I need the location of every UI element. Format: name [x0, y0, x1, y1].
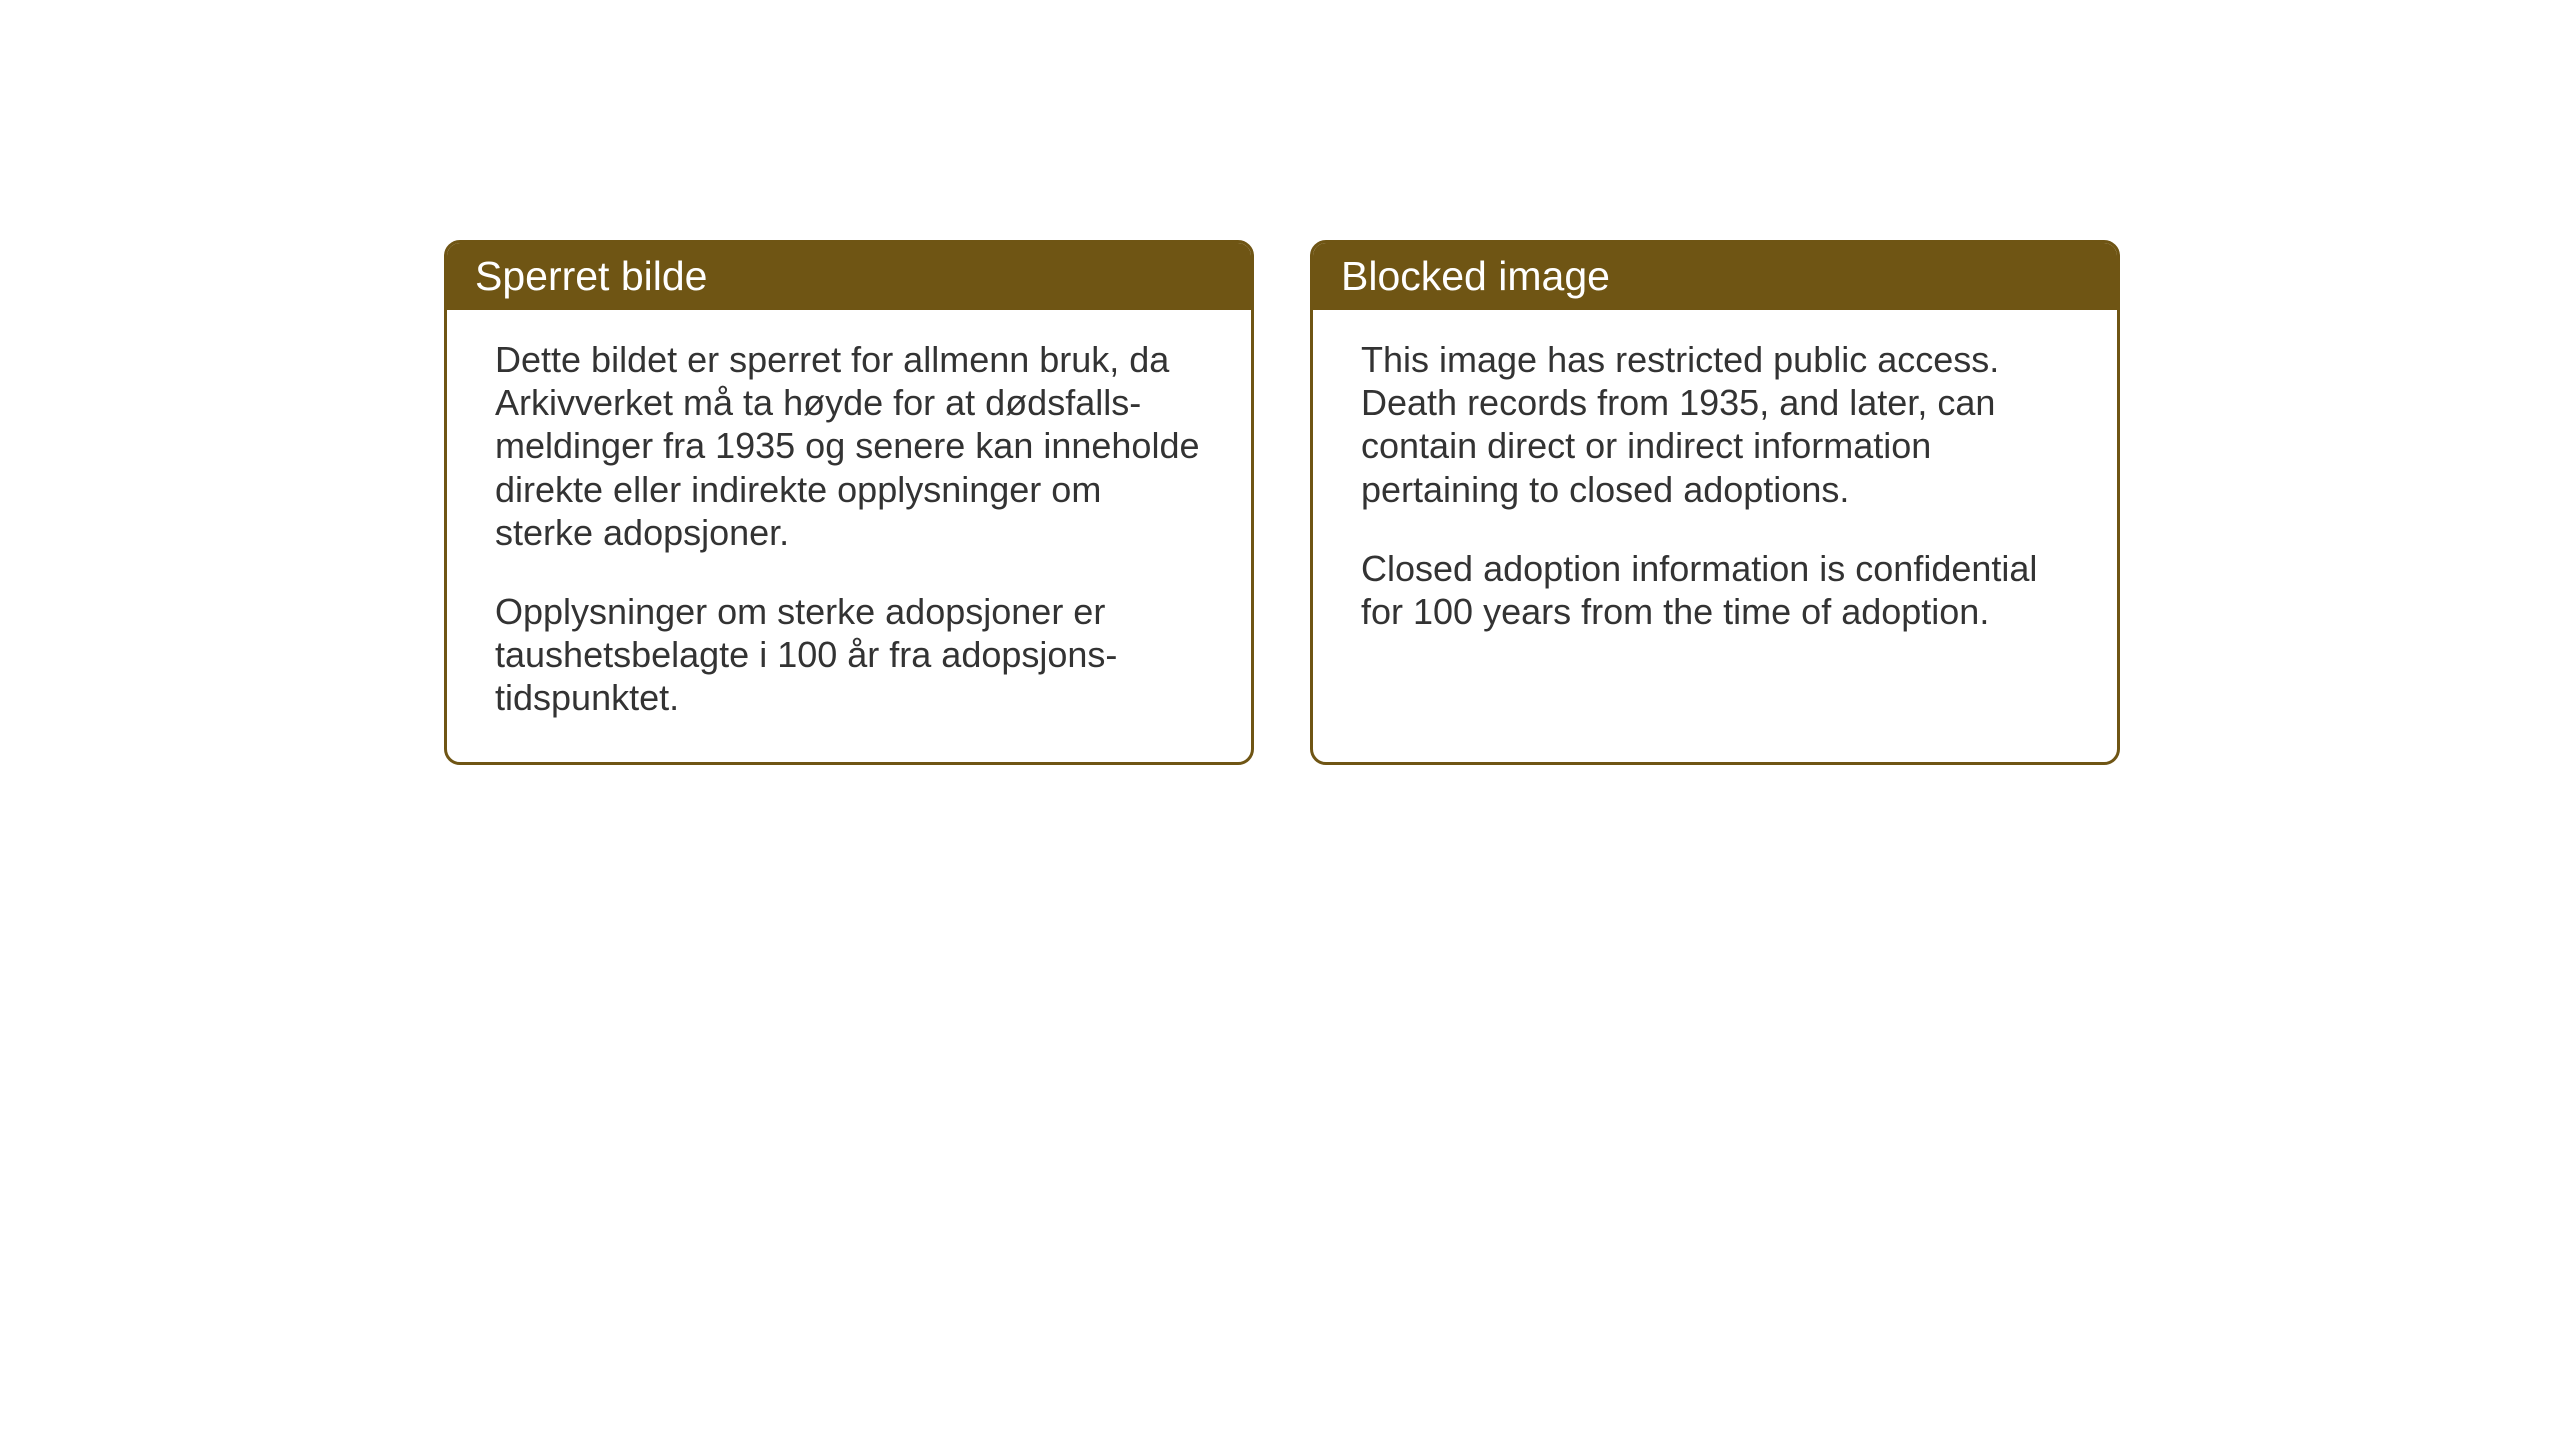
card-paragraph: This image has restricted public access.… [1361, 338, 2069, 511]
card-title-norwegian: Sperret bilde [475, 253, 707, 299]
card-body-english: This image has restricted public access.… [1313, 310, 2117, 675]
card-title-english: Blocked image [1341, 253, 1610, 299]
card-english: Blocked image This image has restricted … [1310, 240, 2120, 765]
card-paragraph: Dette bildet er sperret for allmenn bruk… [495, 338, 1203, 554]
card-header-norwegian: Sperret bilde [447, 243, 1251, 310]
card-paragraph: Closed adoption information is confident… [1361, 547, 2069, 633]
card-norwegian: Sperret bilde Dette bildet er sperret fo… [444, 240, 1254, 765]
card-header-english: Blocked image [1313, 243, 2117, 310]
cards-container: Sperret bilde Dette bildet er sperret fo… [444, 240, 2120, 765]
card-body-norwegian: Dette bildet er sperret for allmenn bruk… [447, 310, 1251, 762]
card-paragraph: Opplysninger om sterke adopsjoner er tau… [495, 590, 1203, 720]
